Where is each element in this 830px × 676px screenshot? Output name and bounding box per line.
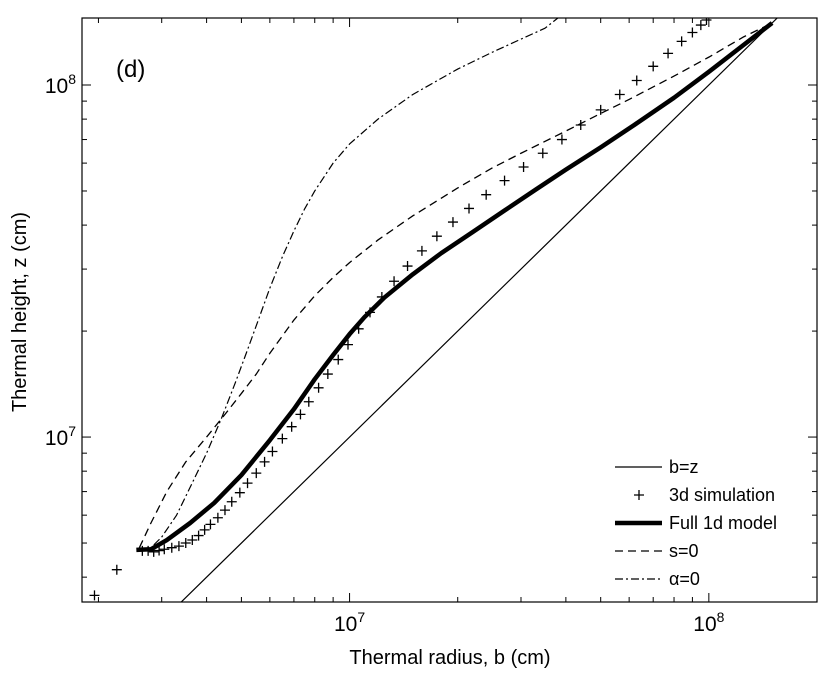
data-point (226, 496, 237, 507)
data-point (219, 505, 230, 516)
data-point (277, 433, 288, 444)
data-point (389, 276, 400, 287)
data-point (402, 261, 413, 272)
data-point (663, 48, 674, 59)
data-point (676, 36, 687, 47)
series-line-full-1d-model (136, 21, 774, 553)
data-point (259, 456, 270, 467)
data-point (267, 446, 278, 457)
legend-label-b-z: b=z (669, 457, 699, 477)
data-point (701, 18, 712, 25)
series-line-b-z (180, 18, 778, 602)
data-point (111, 564, 122, 575)
data-point (159, 544, 170, 555)
data-point (242, 478, 253, 489)
data-point (518, 161, 529, 172)
data-point (631, 75, 642, 86)
data-point (342, 339, 353, 350)
data-point (303, 396, 314, 407)
tick-labels: 107 108 107 108 (45, 71, 725, 636)
data-point (313, 382, 324, 393)
data-point (499, 175, 510, 186)
data-point (431, 231, 442, 242)
data-point (295, 409, 306, 420)
data-point (537, 148, 548, 159)
data-point (333, 354, 344, 365)
x-tick-label: 108 (693, 609, 724, 636)
x-axis-label: Thermal radius, b (cm) (349, 647, 550, 669)
tick-marks (82, 18, 818, 602)
data-point (89, 590, 100, 601)
data-point (648, 61, 659, 72)
data-point (447, 217, 458, 228)
data-point (322, 369, 333, 380)
legend-label-full-1d-model: Full 1d model (669, 513, 777, 533)
data-point (173, 541, 184, 552)
data-point (556, 134, 567, 145)
data-point (695, 20, 706, 31)
data-point (193, 530, 204, 541)
series-layer (89, 18, 778, 602)
legend-label-3d-simulation: 3d simulation (669, 485, 775, 505)
data-point (212, 512, 223, 523)
data-point (234, 487, 245, 498)
data-point (154, 545, 165, 556)
data-point (251, 468, 262, 479)
data-point (286, 421, 297, 432)
data-point (614, 89, 625, 100)
legend-label-s-0: s=0 (669, 541, 699, 561)
legend: b=z 3d simulation Full 1d model s=0 α=0 (615, 457, 777, 589)
data-point (575, 119, 586, 130)
panel-label: (d) (116, 56, 145, 83)
legend-marker-3d-simulation (634, 490, 644, 500)
data-point (464, 203, 475, 214)
data-point (481, 189, 492, 200)
data-point (416, 245, 427, 256)
plot-area (81, 17, 818, 603)
series-line-0 (139, 18, 559, 552)
data-point (687, 27, 698, 38)
data-point (180, 538, 191, 549)
y-tick-label: 108 (45, 71, 76, 98)
x-tick-label: 107 (334, 609, 365, 636)
data-point (187, 535, 198, 546)
series-line-s-0 (138, 22, 773, 548)
data-point (166, 542, 177, 553)
data-point (205, 519, 216, 530)
data-point (595, 104, 606, 115)
y-axis-label: Thermal height, z (cm) (9, 212, 31, 412)
y-tick-label: 107 (45, 423, 76, 450)
data-point (199, 524, 210, 535)
legend-label-0: α=0 (669, 569, 700, 589)
